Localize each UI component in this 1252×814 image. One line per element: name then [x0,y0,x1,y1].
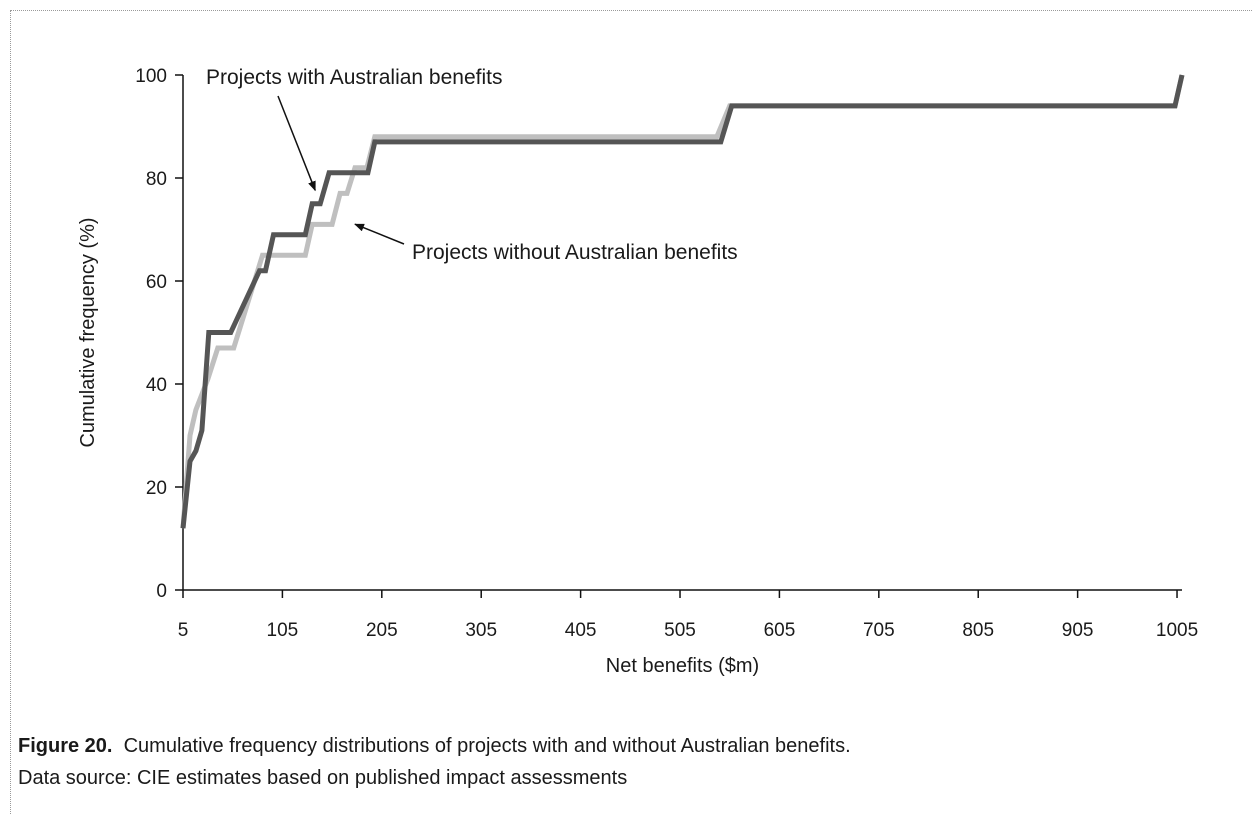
x-tick-label: 705 [863,620,895,641]
y-tick-label: 80 [146,169,167,190]
y-tick-label: 40 [146,375,167,396]
series-layer [183,75,1182,528]
x-tick-label: 405 [565,620,597,641]
annotation-arrow-1 [278,96,315,190]
y-tick-label: 0 [156,581,167,602]
x-tick-label: 205 [366,620,398,641]
figure-caption: Figure 20. Cumulative frequency distribu… [18,730,1238,794]
x-tick-label: 5 [178,620,189,641]
y-tick-label: 20 [146,478,167,499]
x-tick-label: 105 [267,620,299,641]
data-source: Data source: CIE estimates based on publ… [18,762,1238,794]
figure-label: Figure 20. [18,735,112,757]
x-tick-label: 1005 [1156,620,1198,641]
x-axis-title: Net benefits ($m) [606,655,759,677]
annotation-label-2: Projects without Australian benefits [412,241,738,264]
caption-title-line: Figure 20. Cumulative frequency distribu… [18,730,1238,762]
y-axis-title: Cumulative frequency (%) [77,217,99,447]
y-tick-label: 60 [146,272,167,293]
figure-title: Cumulative frequency distributions of pr… [124,735,851,757]
series-line-1 [183,75,1182,528]
x-tick-label: 505 [664,620,696,641]
annotation-arrow-2 [355,224,404,244]
x-tick-label: 605 [764,620,796,641]
x-tick-label: 805 [962,620,994,641]
annotation-label-1: Projects with Australian benefits [206,66,502,89]
x-tick-label: 905 [1062,620,1094,641]
y-tick-label: 100 [135,66,167,87]
x-tick-label: 305 [465,620,497,641]
